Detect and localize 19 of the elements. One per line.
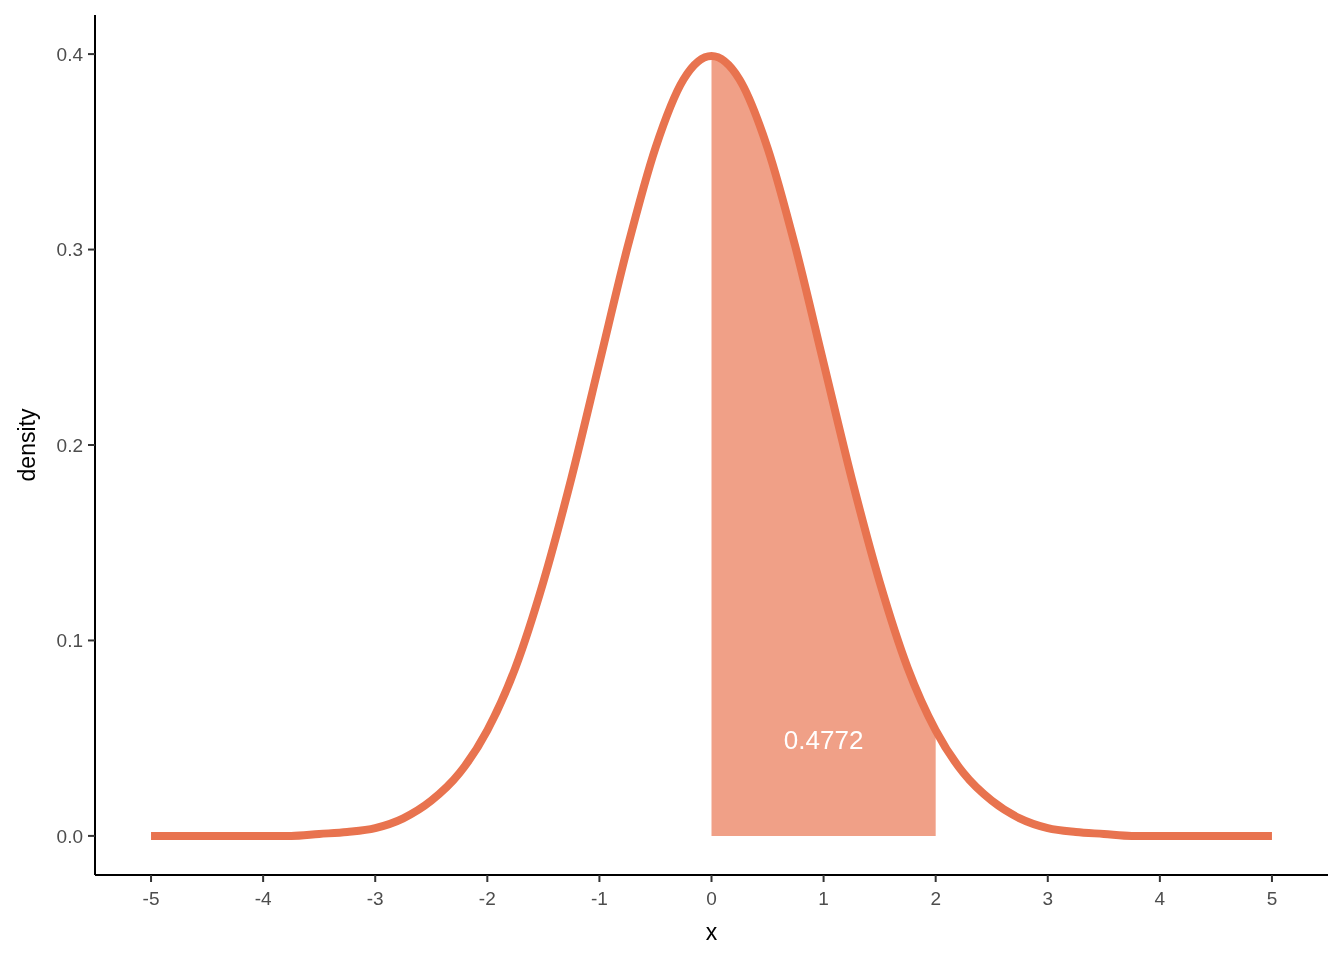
x-tick-label: -3 (366, 888, 384, 909)
x-tick-label: -2 (478, 888, 496, 909)
y-tick-label: 0.1 (56, 630, 83, 652)
y-tick-label: 0.4 (56, 43, 84, 65)
x-tick-label: 0 (706, 888, 717, 909)
x-tick-label: -1 (590, 888, 608, 909)
annotation: 0.4772 (783, 725, 864, 756)
y-tick-label: 0.0 (56, 825, 83, 847)
y-axis-title: density (14, 408, 40, 482)
y-tick-label: 0.3 (56, 239, 83, 261)
x-tick-label: 1 (818, 888, 829, 909)
x-tick-label: 4 (1154, 888, 1166, 909)
y-tick-label: 0.2 (56, 434, 83, 456)
x-axis-title: x (705, 919, 718, 945)
x-tick-label: 5 (1266, 888, 1278, 909)
x-tick-label: 3 (1042, 888, 1054, 909)
x-tick-label: -5 (142, 888, 160, 909)
x-tick-label: -4 (254, 888, 273, 909)
x-tick-label: 2 (930, 888, 941, 909)
